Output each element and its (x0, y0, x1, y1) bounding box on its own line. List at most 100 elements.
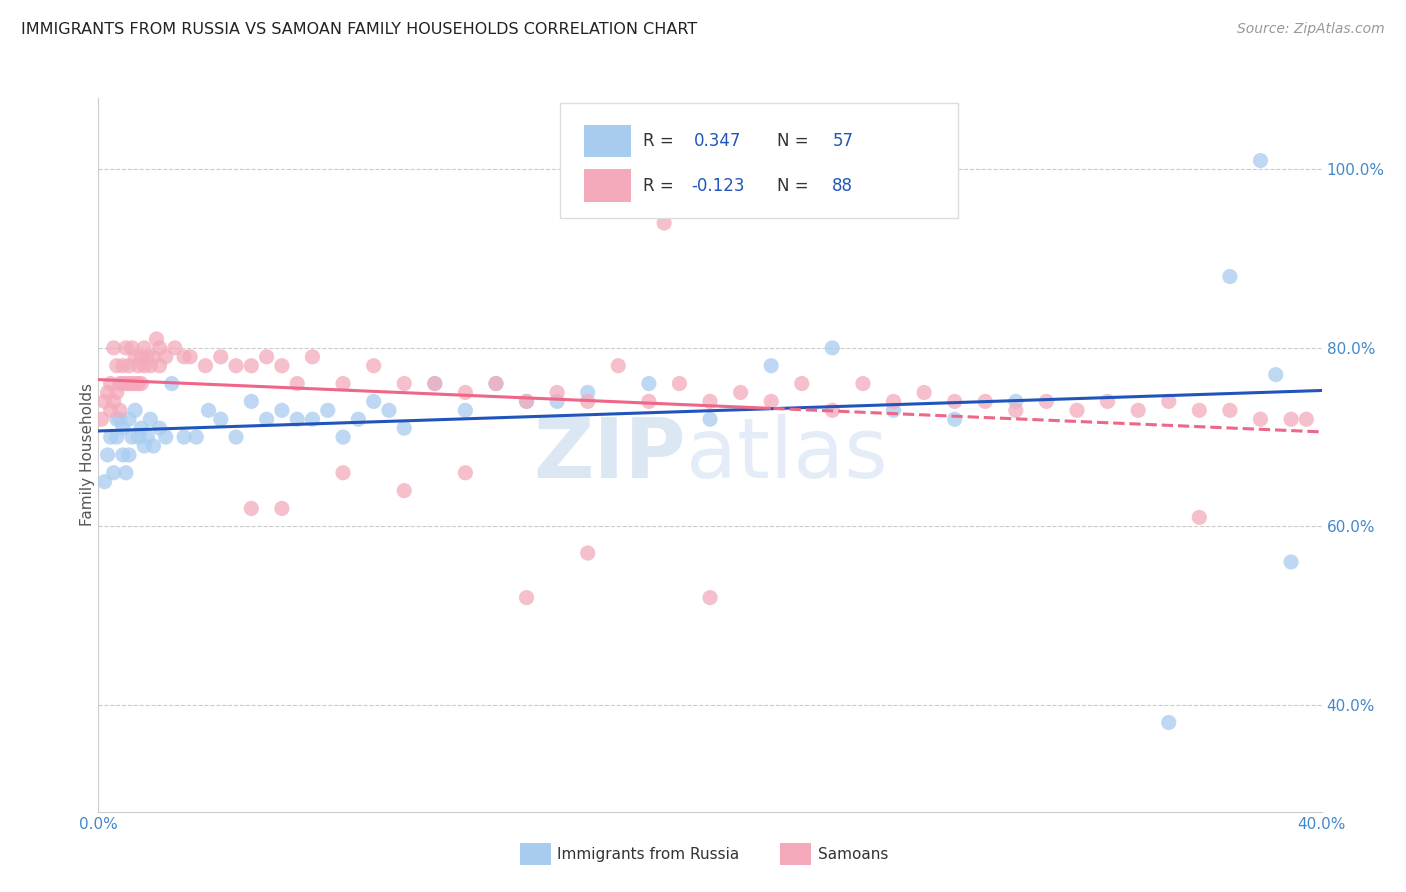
Point (607, 359, 630, 373)
Point (1219, 269, 1241, 284)
Point (332, 376, 354, 391)
Point (1004, 394, 1026, 409)
Point (790, 376, 813, 391)
Point (115, 341, 138, 355)
Point (301, 350, 323, 364)
Point (759, 359, 782, 373)
Point (883, 403, 905, 417)
Point (912, 385, 935, 400)
Bar (583, 125, 630, 157)
Point (454, 385, 477, 400)
Point (270, 501, 292, 516)
Point (111, 359, 134, 373)
Point (90, 412, 112, 426)
Point (454, 403, 477, 417)
Point (759, 394, 782, 409)
Point (149, 341, 172, 355)
Point (1219, 403, 1241, 417)
Point (454, 466, 477, 480)
Point (256, 412, 278, 426)
Point (127, 430, 149, 444)
Point (209, 412, 232, 426)
Point (142, 439, 165, 453)
Point (155, 430, 177, 444)
Point (699, 412, 721, 426)
Point (821, 341, 844, 355)
Text: Source: ZipAtlas.com: Source: ZipAtlas.com (1237, 22, 1385, 37)
Point (173, 350, 195, 364)
Point (103, 341, 125, 355)
Point (637, 394, 661, 409)
Text: atlas: atlas (686, 415, 887, 495)
Text: Samoans: Samoans (818, 847, 889, 862)
FancyBboxPatch shape (560, 103, 959, 218)
Point (883, 394, 905, 409)
Bar (583, 169, 630, 202)
Point (194, 359, 217, 373)
Point (423, 376, 446, 391)
Point (485, 376, 508, 391)
Point (111, 376, 134, 391)
Point (730, 385, 752, 400)
Point (97, 385, 120, 400)
Point (197, 403, 219, 417)
Point (121, 376, 143, 391)
Point (378, 403, 401, 417)
Point (285, 376, 308, 391)
Point (1066, 403, 1088, 417)
Point (115, 376, 138, 391)
Point (852, 376, 875, 391)
Point (160, 376, 183, 391)
Point (516, 394, 538, 409)
Point (173, 430, 195, 444)
Point (285, 412, 308, 426)
Text: 0.347: 0.347 (695, 132, 741, 150)
Point (1188, 403, 1211, 417)
Point (129, 376, 152, 391)
Point (270, 359, 292, 373)
Point (111, 448, 134, 462)
Point (363, 359, 385, 373)
Point (129, 350, 152, 364)
Text: Immigrants from Russia: Immigrants from Russia (557, 847, 740, 862)
Point (1157, 715, 1180, 730)
Point (118, 376, 141, 391)
Point (1035, 394, 1057, 409)
Text: N =: N = (778, 132, 814, 150)
Point (347, 412, 370, 426)
Point (121, 430, 143, 444)
Point (1249, 153, 1271, 168)
Point (576, 385, 599, 400)
Point (100, 403, 122, 417)
Point (111, 421, 134, 435)
Point (136, 350, 159, 364)
Point (127, 376, 149, 391)
Point (124, 376, 146, 391)
Point (1097, 394, 1119, 409)
Point (668, 376, 690, 391)
Point (974, 394, 997, 409)
Point (149, 421, 172, 435)
Point (485, 376, 508, 391)
Point (332, 430, 354, 444)
Y-axis label: Family Households: Family Households (80, 384, 94, 526)
Point (637, 376, 661, 391)
Point (546, 385, 568, 400)
Point (105, 412, 128, 426)
Point (240, 501, 263, 516)
Point (576, 394, 599, 409)
Point (121, 341, 143, 355)
Point (1157, 394, 1180, 409)
Point (127, 359, 149, 373)
Point (576, 546, 599, 560)
Point (134, 359, 156, 373)
Point (129, 421, 152, 435)
Point (139, 359, 162, 373)
Point (1004, 403, 1026, 417)
Point (516, 591, 538, 605)
Point (103, 466, 125, 480)
Point (1279, 555, 1302, 569)
Point (118, 359, 141, 373)
Text: N =: N = (778, 177, 814, 194)
Point (1188, 510, 1211, 524)
